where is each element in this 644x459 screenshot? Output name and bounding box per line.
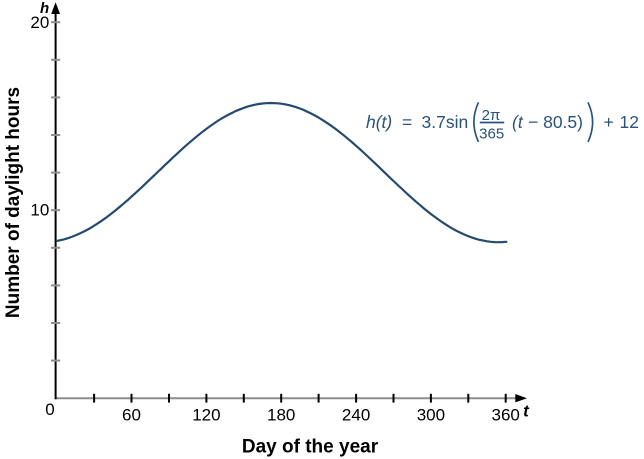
svg-text:Day of the year: Day of the year <box>242 437 379 458</box>
svg-text:3.7sin: 3.7sin <box>422 112 469 132</box>
svg-text:− 80.5): − 80.5) <box>528 112 583 132</box>
svg-text:10: 10 <box>30 201 49 220</box>
svg-text:180: 180 <box>267 406 295 425</box>
svg-text:360: 360 <box>492 406 520 425</box>
svg-text:t: t <box>523 401 530 420</box>
svg-text:12: 12 <box>620 112 639 132</box>
svg-text:20: 20 <box>30 13 49 32</box>
svg-text:(t: (t <box>512 112 524 132</box>
svg-text:+: + <box>604 112 614 132</box>
svg-text:=: = <box>402 112 412 132</box>
svg-text:Number of daylight hours: Number of daylight hours <box>3 87 24 318</box>
svg-text:300: 300 <box>417 406 445 425</box>
svg-text:h(t): h(t) <box>366 112 392 132</box>
svg-text:60: 60 <box>122 406 141 425</box>
svg-text:h: h <box>40 0 49 17</box>
svg-text:2π: 2π <box>482 107 501 124</box>
svg-text:365: 365 <box>479 126 504 143</box>
svg-text:240: 240 <box>342 406 370 425</box>
svg-text:0: 0 <box>45 400 54 419</box>
svg-text:120: 120 <box>192 406 220 425</box>
